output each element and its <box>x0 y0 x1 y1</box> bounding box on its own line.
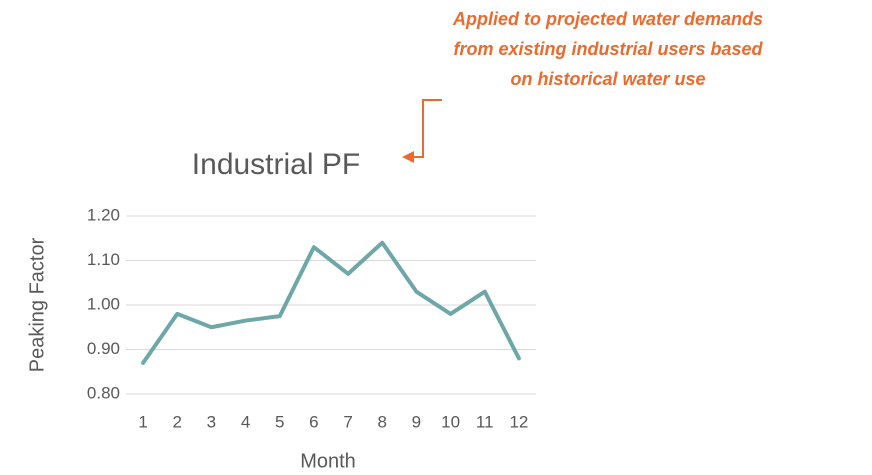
x-tick-label: 12 <box>509 412 528 431</box>
x-tick-label: 5 <box>275 412 284 431</box>
x-tick-label: 6 <box>309 412 318 431</box>
arrow-head <box>402 151 414 163</box>
y-tick-label: 1.10 <box>87 250 120 269</box>
x-tick-label: 9 <box>412 412 421 431</box>
annotation: from existing industrial users based <box>453 39 763 59</box>
y-tick-label: 1.00 <box>87 294 120 313</box>
x-tick-label: 2 <box>173 412 182 431</box>
annotation-arrow <box>414 99 442 158</box>
x-tick-label: 7 <box>343 412 352 431</box>
y-axis-label: Peaking Factor <box>26 237 48 372</box>
annotation: Applied to projected water demands <box>452 9 763 29</box>
x-tick-label: 10 <box>441 412 460 431</box>
annotation: on historical water use <box>510 69 705 89</box>
x-axis-label: Month <box>300 450 356 472</box>
y-tick-label: 0.80 <box>87 383 120 402</box>
x-tick-label: 11 <box>476 412 494 431</box>
y-tick-label: 1.20 <box>87 205 120 224</box>
x-tick-label: 4 <box>241 412 250 431</box>
chart-title: Industrial PF <box>192 148 360 181</box>
line-series <box>141 240 521 365</box>
y-tick-label: 0.90 <box>87 339 120 358</box>
x-tick-label: 8 <box>378 412 387 431</box>
x-tick-label: 3 <box>207 412 216 431</box>
x-tick-label: 1 <box>138 412 147 431</box>
